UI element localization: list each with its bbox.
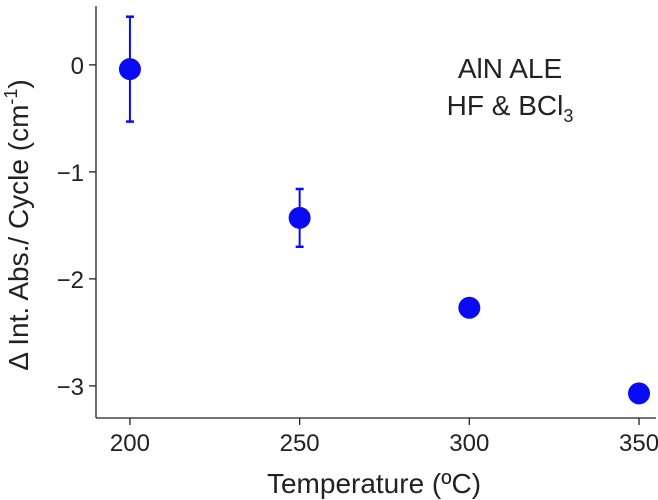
y-axis-label: Δ Int. Abs./ Cycle (cm-1)	[1, 79, 34, 370]
data-point	[458, 296, 481, 319]
x-ticks: 200 250 300 350	[110, 418, 658, 457]
x-tick-label: 350	[619, 430, 658, 457]
x-tick-label: 250	[280, 430, 320, 457]
y-tick-label: −2	[57, 267, 84, 294]
annotation-line2-subscript: 3	[563, 106, 573, 126]
y-ticks: 0 −1 −2 −3	[57, 53, 96, 401]
y-axis-label-superscript: -1	[1, 89, 21, 105]
error-bars	[125, 15, 304, 249]
annotation-line2: HF & BCl3	[447, 90, 574, 126]
data-point	[288, 206, 311, 229]
data-point	[118, 58, 141, 81]
x-axis-label: Temperature (ºC)	[267, 468, 481, 499]
y-axis-label-main: Δ Int. Abs./ Cycle (cm	[3, 105, 34, 371]
annotation-line2-main: HF & BCl	[447, 90, 564, 121]
y-tick-label: 0	[71, 53, 84, 80]
x-tick-label: 300	[449, 430, 489, 457]
axes	[95, 6, 656, 419]
data-points	[118, 58, 651, 405]
data-point	[628, 382, 651, 405]
y-axis-label-close: )	[3, 79, 34, 88]
annotation-line1: AlN ALE	[458, 53, 562, 84]
x-tick-label: 200	[110, 430, 150, 457]
y-tick-label: −1	[57, 160, 84, 187]
y-tick-label: −3	[57, 374, 84, 401]
